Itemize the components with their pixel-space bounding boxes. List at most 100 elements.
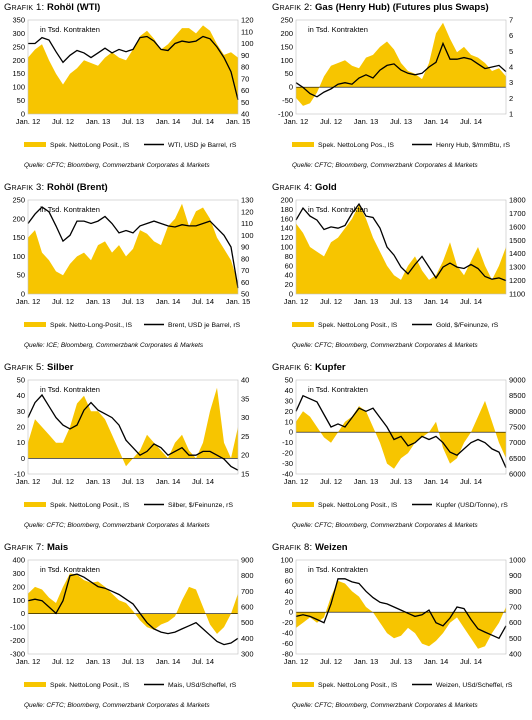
g2-chart: -100 -50 0 50 100 150 200 250 1 2 3 4 5 6 7 Jan. 12 Jul.… (278, 16, 513, 150)
x-tick-label: Jan. 13 (86, 297, 111, 306)
legend-label: Silber, $/Feinunze, rS (168, 502, 233, 509)
x-tick-label: Jan. 14 (156, 297, 181, 306)
right-tick-label: 60 (241, 86, 249, 95)
x-tick-label: Jan. 15 (226, 117, 251, 126)
x-tick-label: Jan. 14 (424, 657, 449, 666)
right-tick-label: 1400 (509, 249, 526, 258)
right-tick-label: 500 (241, 618, 254, 627)
left-tick-label: 0 (21, 454, 25, 463)
x-tick-label: Jan. 14 (156, 657, 181, 666)
chart-title: Grafik 7: Mais (4, 542, 68, 553)
right-tick-label: 70 (241, 266, 249, 275)
left-tick-label: 40 (285, 386, 293, 395)
series-line (28, 35, 239, 101)
right-tick-label: 900 (509, 571, 522, 580)
right-tick-label: 20 (241, 451, 249, 460)
chart-title-prefix: Grafik 7: (4, 542, 45, 553)
plot-frame (27, 559, 239, 655)
right-tick-label: 8000 (509, 407, 526, 416)
right-tick-label: 25 (241, 432, 249, 441)
x-tick-label: Jan. 14 (156, 117, 181, 126)
series-area (296, 400, 506, 469)
chart-title-text: Gas (Henry Hub) (Futures plus Swaps) (315, 2, 489, 13)
chart-source: Quelle: ICE; Bloomberg, Commerzbank Corp… (24, 342, 204, 349)
right-tick-label: 1800 (509, 196, 526, 205)
right-tick-label: 800 (509, 587, 522, 596)
right-tick-label: 15 (241, 470, 249, 479)
left-tick-label: 100 (12, 83, 25, 92)
right-tick-label: 1600 (509, 222, 526, 231)
right-tick-label: 400 (509, 650, 522, 659)
series-line (295, 202, 507, 282)
left-tick-label: 50 (285, 376, 293, 385)
left-tick-label: 250 (12, 196, 25, 205)
left-tick-label: 150 (12, 69, 25, 78)
x-tick-label: Jan. 14 (424, 477, 449, 486)
right-tick-label: 50 (241, 98, 249, 107)
legend-label: Spek. NettoLong Posit., lS (50, 502, 130, 509)
left-tick-label: -20 (282, 618, 293, 627)
right-tick-label: 300 (241, 650, 254, 659)
left-tick-label: 100 (280, 56, 293, 65)
x-tick-label: Jan. 13 (86, 657, 111, 666)
right-tick-label: 7 (509, 16, 513, 25)
chart-title-prefix: Grafik 4: (272, 182, 313, 193)
right-tick-label: 800 (241, 571, 254, 580)
right-tick-label: 6000 (509, 470, 526, 479)
unit-note: in Tsd. Kontrakten (308, 205, 368, 214)
series-line (295, 41, 507, 98)
g6-panel: Grafik 6: Kupfer -40 -30 -20 -10 0 10 20 30 40 50 6… (272, 362, 532, 540)
g1-panel: Grafik 1: Rohöl (WTI) 0 50 100 150 200 250 300 3… (4, 2, 266, 180)
chart-title-text: Kupfer (315, 362, 346, 373)
series-line (27, 206, 239, 289)
unit-note: in Tsd. Kontrakten (40, 385, 100, 394)
x-tick-label: Jul. 12 (320, 477, 342, 486)
left-tick-label: 400 (12, 556, 25, 565)
left-tick-label: -10 (282, 438, 293, 447)
x-tick-label: Jul. 12 (320, 657, 342, 666)
x-tick-label: Jan. 13 (354, 657, 379, 666)
chart-title: Grafik 1: Rohöl (WTI) (4, 2, 100, 13)
left-tick-label: 20 (285, 597, 293, 606)
x-tick-label: Jul. 14 (460, 117, 482, 126)
left-tick-label: -60 (282, 639, 293, 648)
chart-title-prefix: Grafik 1: (4, 2, 45, 13)
left-tick-label: 10 (285, 417, 293, 426)
series-area (28, 25, 238, 114)
x-tick-label: Jul. 14 (460, 477, 482, 486)
right-tick-label: 40 (241, 110, 249, 119)
left-tick-label: 300 (12, 569, 25, 578)
right-tick-label: 80 (241, 63, 249, 72)
chart-title-prefix: Grafik 2: (272, 2, 313, 13)
left-tick-label: 40 (17, 391, 25, 400)
plot-frame (295, 199, 507, 295)
left-tick-label: -300 (10, 650, 25, 659)
plot-frame (295, 379, 507, 475)
right-tick-label: 30 (241, 413, 249, 422)
g8-panel: Grafik 8: Weizen -80 -60 -40 -20 0 20 40 60 80 100… (272, 542, 532, 720)
x-tick-label: Jul. 14 (192, 477, 214, 486)
x-tick-label: Jan. 12 (284, 297, 309, 306)
x-tick-label: Jul. 13 (390, 477, 412, 486)
right-tick-label: 1500 (509, 236, 526, 245)
g2-panel: Grafik 2: Gas (Henry Hub) (Futures plus … (272, 2, 532, 180)
series-area (28, 573, 238, 634)
chart-source: Quelle: CFTC; Bloomberg, Commerzbank Cor… (24, 702, 210, 709)
left-tick-label: 60 (285, 576, 293, 585)
legend-area-swatch (292, 502, 314, 507)
left-tick-label: 140 (280, 224, 293, 233)
left-tick-label: 10 (17, 438, 25, 447)
right-tick-label: 80 (241, 254, 249, 263)
unit-note: in Tsd. Kontrakten (308, 565, 368, 574)
left-tick-label: 20 (285, 407, 293, 416)
chart-title: Grafik 3: Rohöl (Brent) (4, 182, 108, 193)
legend-label: Spek. Netto-Long-Posit., lS (50, 322, 132, 329)
chart-title-text: Silber (47, 362, 74, 373)
chart-title-text: Rohöl (Brent) (47, 182, 108, 193)
x-tick-label: Jan. 12 (284, 117, 309, 126)
plot-frame (295, 559, 507, 655)
right-tick-label: 1300 (509, 263, 526, 272)
left-tick-label: 20 (285, 280, 293, 289)
x-tick-label: Jul. 12 (52, 297, 74, 306)
